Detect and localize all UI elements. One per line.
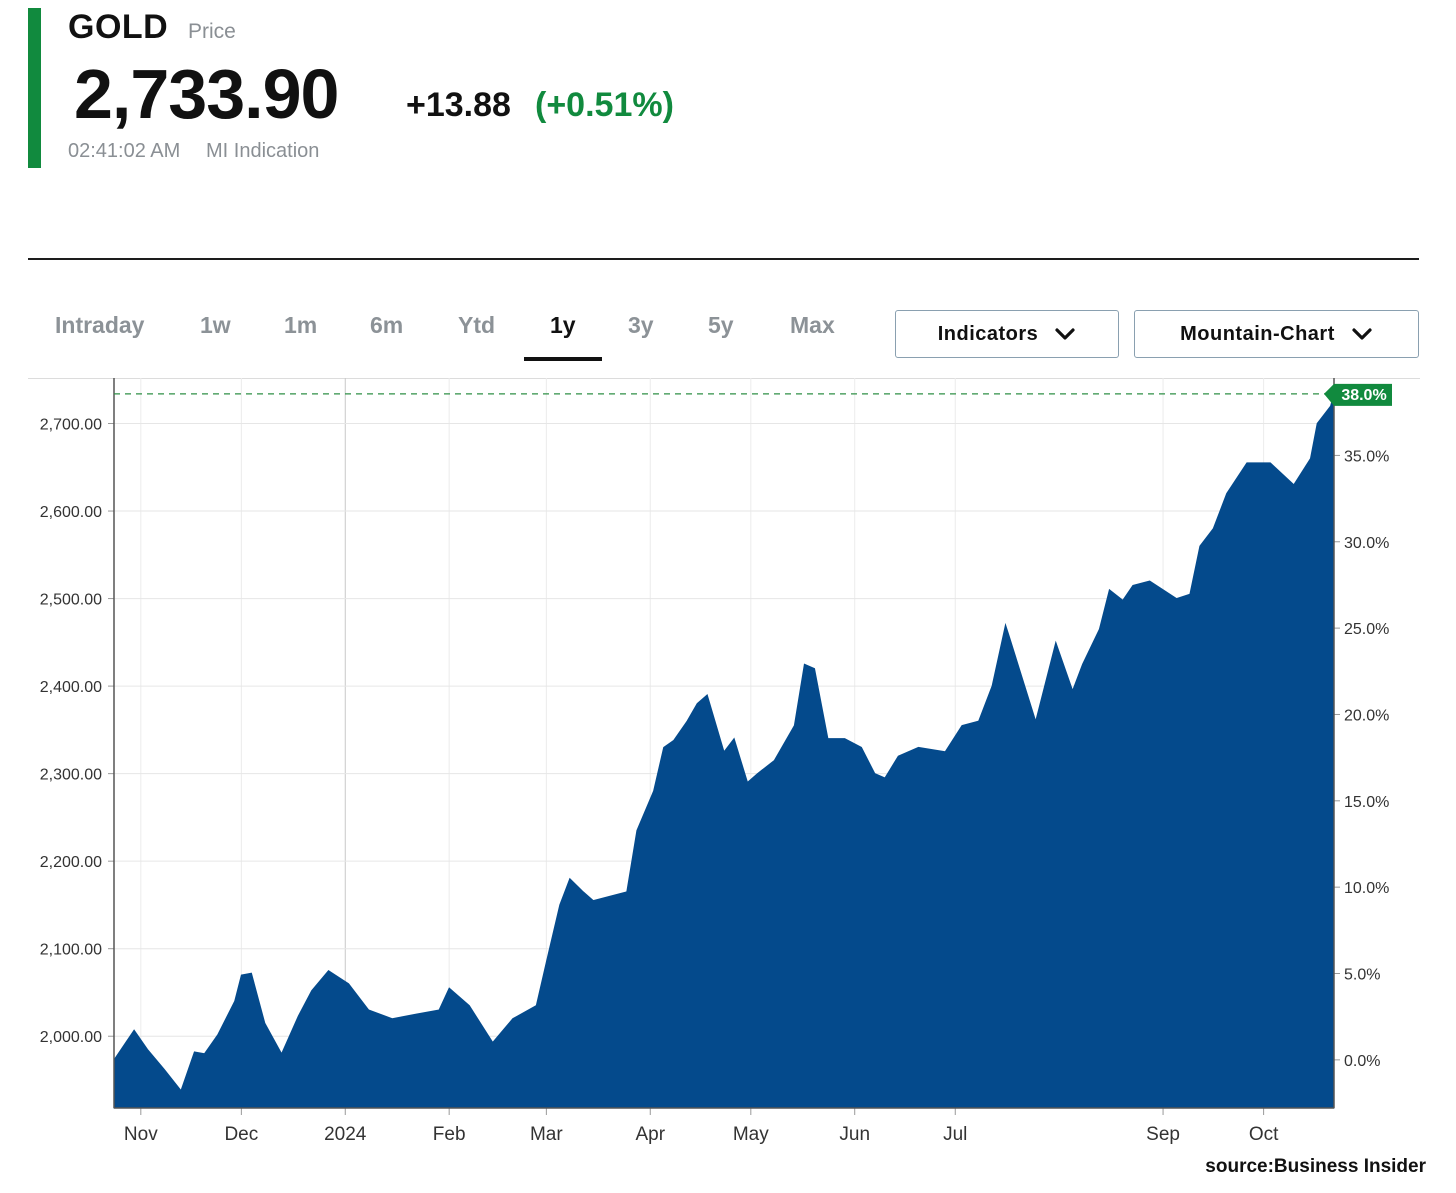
y-left-tick-label: 2,600.00 xyxy=(40,504,102,521)
x-tick-label: Sep xyxy=(1146,1124,1180,1145)
tab-1w[interactable]: 1w xyxy=(200,312,231,338)
y-right-tick-label: 0.0% xyxy=(1344,1053,1380,1070)
chevron-down-icon xyxy=(1055,328,1075,340)
x-tick-label: Mar xyxy=(530,1124,563,1145)
y-right-tick-label: 10.0% xyxy=(1344,880,1389,897)
accent-bar xyxy=(28,8,41,168)
tab-5y[interactable]: 5y xyxy=(708,312,734,338)
header-divider xyxy=(28,258,1419,260)
indicators-dropdown[interactable]: Indicators xyxy=(895,310,1119,358)
tab-3y[interactable]: 3y xyxy=(628,312,654,338)
y-left-tick-label: 2,700.00 xyxy=(40,417,102,434)
y-right-tick-label: 20.0% xyxy=(1344,707,1389,724)
x-tick-label: Nov xyxy=(124,1124,158,1145)
x-tick-label: Oct xyxy=(1249,1124,1279,1145)
tab-ytd[interactable]: Ytd xyxy=(458,312,496,338)
tab-max[interactable]: Max xyxy=(790,312,835,338)
source-credit: source:Business Insider xyxy=(1205,1156,1426,1177)
chart-type-dropdown[interactable]: Mountain-Chart xyxy=(1134,310,1419,358)
x-tick-label: May xyxy=(733,1124,769,1145)
y-left-tick-label: 2,100.00 xyxy=(40,942,102,959)
symbol: GOLD xyxy=(68,8,169,46)
y-left-tick-label: 2,500.00 xyxy=(40,592,102,609)
tab-intraday[interactable]: Intraday xyxy=(55,312,145,338)
y-right-tick-label: 35.0% xyxy=(1344,448,1389,465)
chevron-down-icon xyxy=(1352,328,1372,340)
x-tick-label: Apr xyxy=(635,1124,665,1145)
current-percent-label: 38.0% xyxy=(1341,387,1386,404)
y-right-tick-label: 5.0% xyxy=(1344,967,1380,984)
y-right-tick-label: 15.0% xyxy=(1344,794,1389,811)
tab-1y[interactable]: 1y xyxy=(550,312,576,338)
x-tick-label: Jul xyxy=(943,1124,967,1145)
tab-6m[interactable]: 6m xyxy=(370,312,404,338)
price-area-series xyxy=(113,393,1335,1109)
tab-1m[interactable]: 1m xyxy=(284,312,318,338)
current-percent-badge xyxy=(1324,383,1392,406)
x-tick-label: Feb xyxy=(433,1124,466,1145)
y-right-tick-label: 25.0% xyxy=(1344,621,1389,638)
y-left-tick-label: 2,300.00 xyxy=(40,767,102,784)
quote-indication: MI Indication xyxy=(206,140,320,162)
active-tab-indicator xyxy=(524,357,602,361)
x-tick-label: Dec xyxy=(224,1124,258,1145)
price-chart: Nov Dec 2024 Feb Mar Apr May Jun Jul Sep Oct 2,000.… xyxy=(28,378,1420,1145)
symbol-subtitle: Price xyxy=(188,20,236,43)
chart-type-label: Mountain-Chart xyxy=(1180,322,1335,345)
indicators-label: Indicators xyxy=(937,322,1039,345)
x-tick-label: Jun xyxy=(839,1124,870,1145)
y-right-tick-label: 30.0% xyxy=(1344,535,1389,552)
y-left-tick-label: 2,400.00 xyxy=(40,679,102,696)
y-left-tick-label: 2,200.00 xyxy=(40,854,102,871)
y-left-tick-label: 2,000.00 xyxy=(40,1029,102,1046)
quote-time: 02:41:02 AM xyxy=(68,140,181,162)
x-tick-label: 2024 xyxy=(324,1124,367,1145)
price-change-absolute: +13.88 xyxy=(406,86,511,124)
price-change-percent: (+0.51%) xyxy=(535,86,674,124)
price-value: 2,733.90 xyxy=(74,55,339,133)
